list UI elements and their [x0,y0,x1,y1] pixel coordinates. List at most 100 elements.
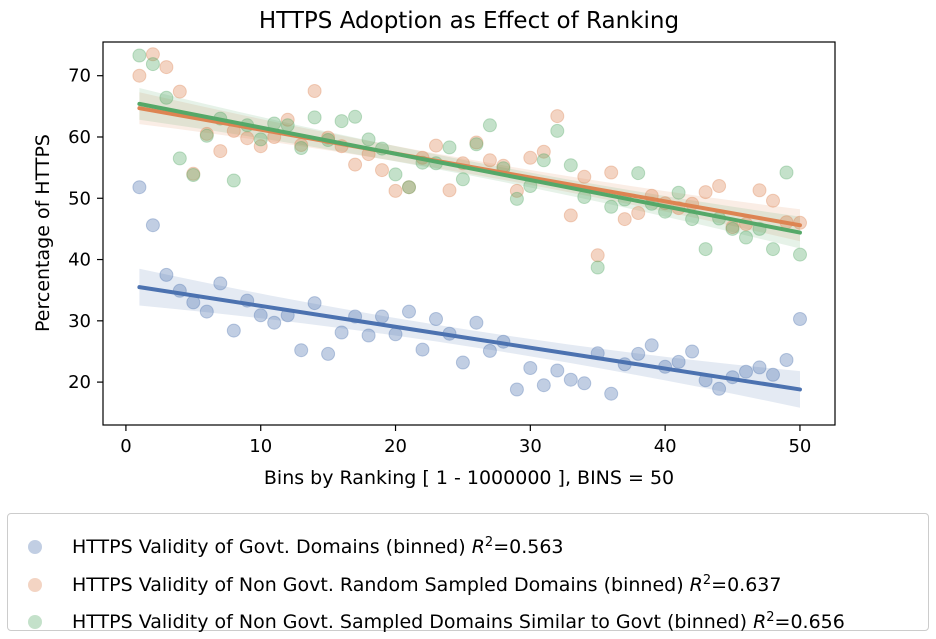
data-point [159,267,174,282]
data-point [455,172,470,187]
chart: HTTPS Adoption as Effect of Ranking 0 10 2… [32,8,836,489]
data-point [766,367,780,382]
data-point [186,166,201,181]
data-point [631,346,646,361]
data-point [752,183,767,198]
y-tick-label: 20 [68,372,91,393]
data-point [388,183,403,198]
data-point [442,140,457,155]
data-point [671,354,686,369]
data-point [712,381,727,396]
y-tick-label: 50 [68,188,91,209]
data-point [307,296,322,311]
data-point [469,137,484,152]
data-point [280,112,295,127]
data-point [361,328,376,343]
data-point [402,180,416,195]
data-point [685,212,700,227]
x-tick-label: 30 [519,436,542,457]
data-point [375,309,389,324]
data-point [739,230,753,245]
data-point [375,163,389,178]
legend-entry-govt: HTTPS Validity of Govt. Domains (binned)… [8,530,564,564]
data-point [388,167,403,182]
data-point [698,185,713,200]
data-point [415,342,430,357]
x-tick-label: 40 [654,436,677,457]
data-point [469,315,484,330]
data-point [536,378,551,393]
y-tick-label: 40 [68,250,91,271]
data-point [348,109,363,124]
data-point [590,248,605,263]
data-point [226,323,241,338]
data-point [145,218,160,233]
x-tick-label: 10 [249,436,272,457]
data-point [132,48,147,63]
data-point [482,343,497,358]
x-tick-label: 0 [120,436,131,457]
y-axis-label: Percentage of HTTPS [32,134,54,332]
data-point [509,382,524,397]
data-point [253,308,268,323]
y-axis-ticks: 20 30 40 50 60 70 [68,66,103,393]
legend-marker-similar [28,615,42,629]
legend: HTTPS Validity of Govt. Domains (binned)… [7,513,929,633]
data-point [752,360,767,375]
data-point [469,135,484,150]
data-point [280,118,295,133]
data-point [644,338,659,353]
data-point [793,312,807,326]
data-point [159,90,174,105]
data-point [172,151,187,166]
x-axis-ticks: 0 10 20 30 40 50 [120,425,811,457]
data-point [577,376,592,391]
legend-r2-value: =0.656 [774,611,845,633]
data-point [226,173,241,188]
data-point [199,304,214,319]
data-point [685,344,700,359]
data-point [132,180,147,195]
data-point [132,68,147,83]
data-point [523,150,538,165]
data-point [739,364,753,379]
plot-area [102,41,836,426]
data-point [604,199,619,214]
data-point [725,221,740,236]
y-tick-label: 70 [68,66,91,87]
regression-line [137,285,802,392]
y-tick-label: 60 [68,127,91,148]
data-point [536,153,551,168]
data-point [550,109,565,124]
regression-line [137,101,802,235]
x-tick-label: 20 [384,436,407,457]
data-point [779,353,794,367]
data-point [253,132,268,147]
data-point [793,247,807,262]
data-point [550,123,565,138]
data-point [186,168,201,182]
data-point [577,169,592,184]
data-point [698,242,713,257]
data-point [294,141,309,155]
data-point [671,185,686,200]
data-point [267,315,282,330]
data-point [509,183,524,198]
data-point [455,355,470,370]
data-point [563,372,578,387]
data-point [199,126,214,141]
legend-series-name: HTTPS Validity of Non Govt. Random Sampl… [72,574,684,596]
chart-title: HTTPS Adoption as Effect of Ranking [259,8,679,34]
legend-label-similar: HTTPS Validity of Non Govt. Sampled Doma… [72,610,845,633]
data-point [307,84,322,98]
data-point [213,144,228,159]
data-point [240,131,255,146]
data-point [307,110,322,125]
data-point [294,343,309,358]
data-point [712,179,727,193]
data-point [213,276,228,291]
data-point [442,183,457,198]
legend-series-name: HTTPS Validity of Govt. Domains (binned) [72,536,466,558]
legend-label-random: HTTPS Validity of Non Govt. Random Sampl… [72,573,782,596]
data-point [509,191,524,206]
